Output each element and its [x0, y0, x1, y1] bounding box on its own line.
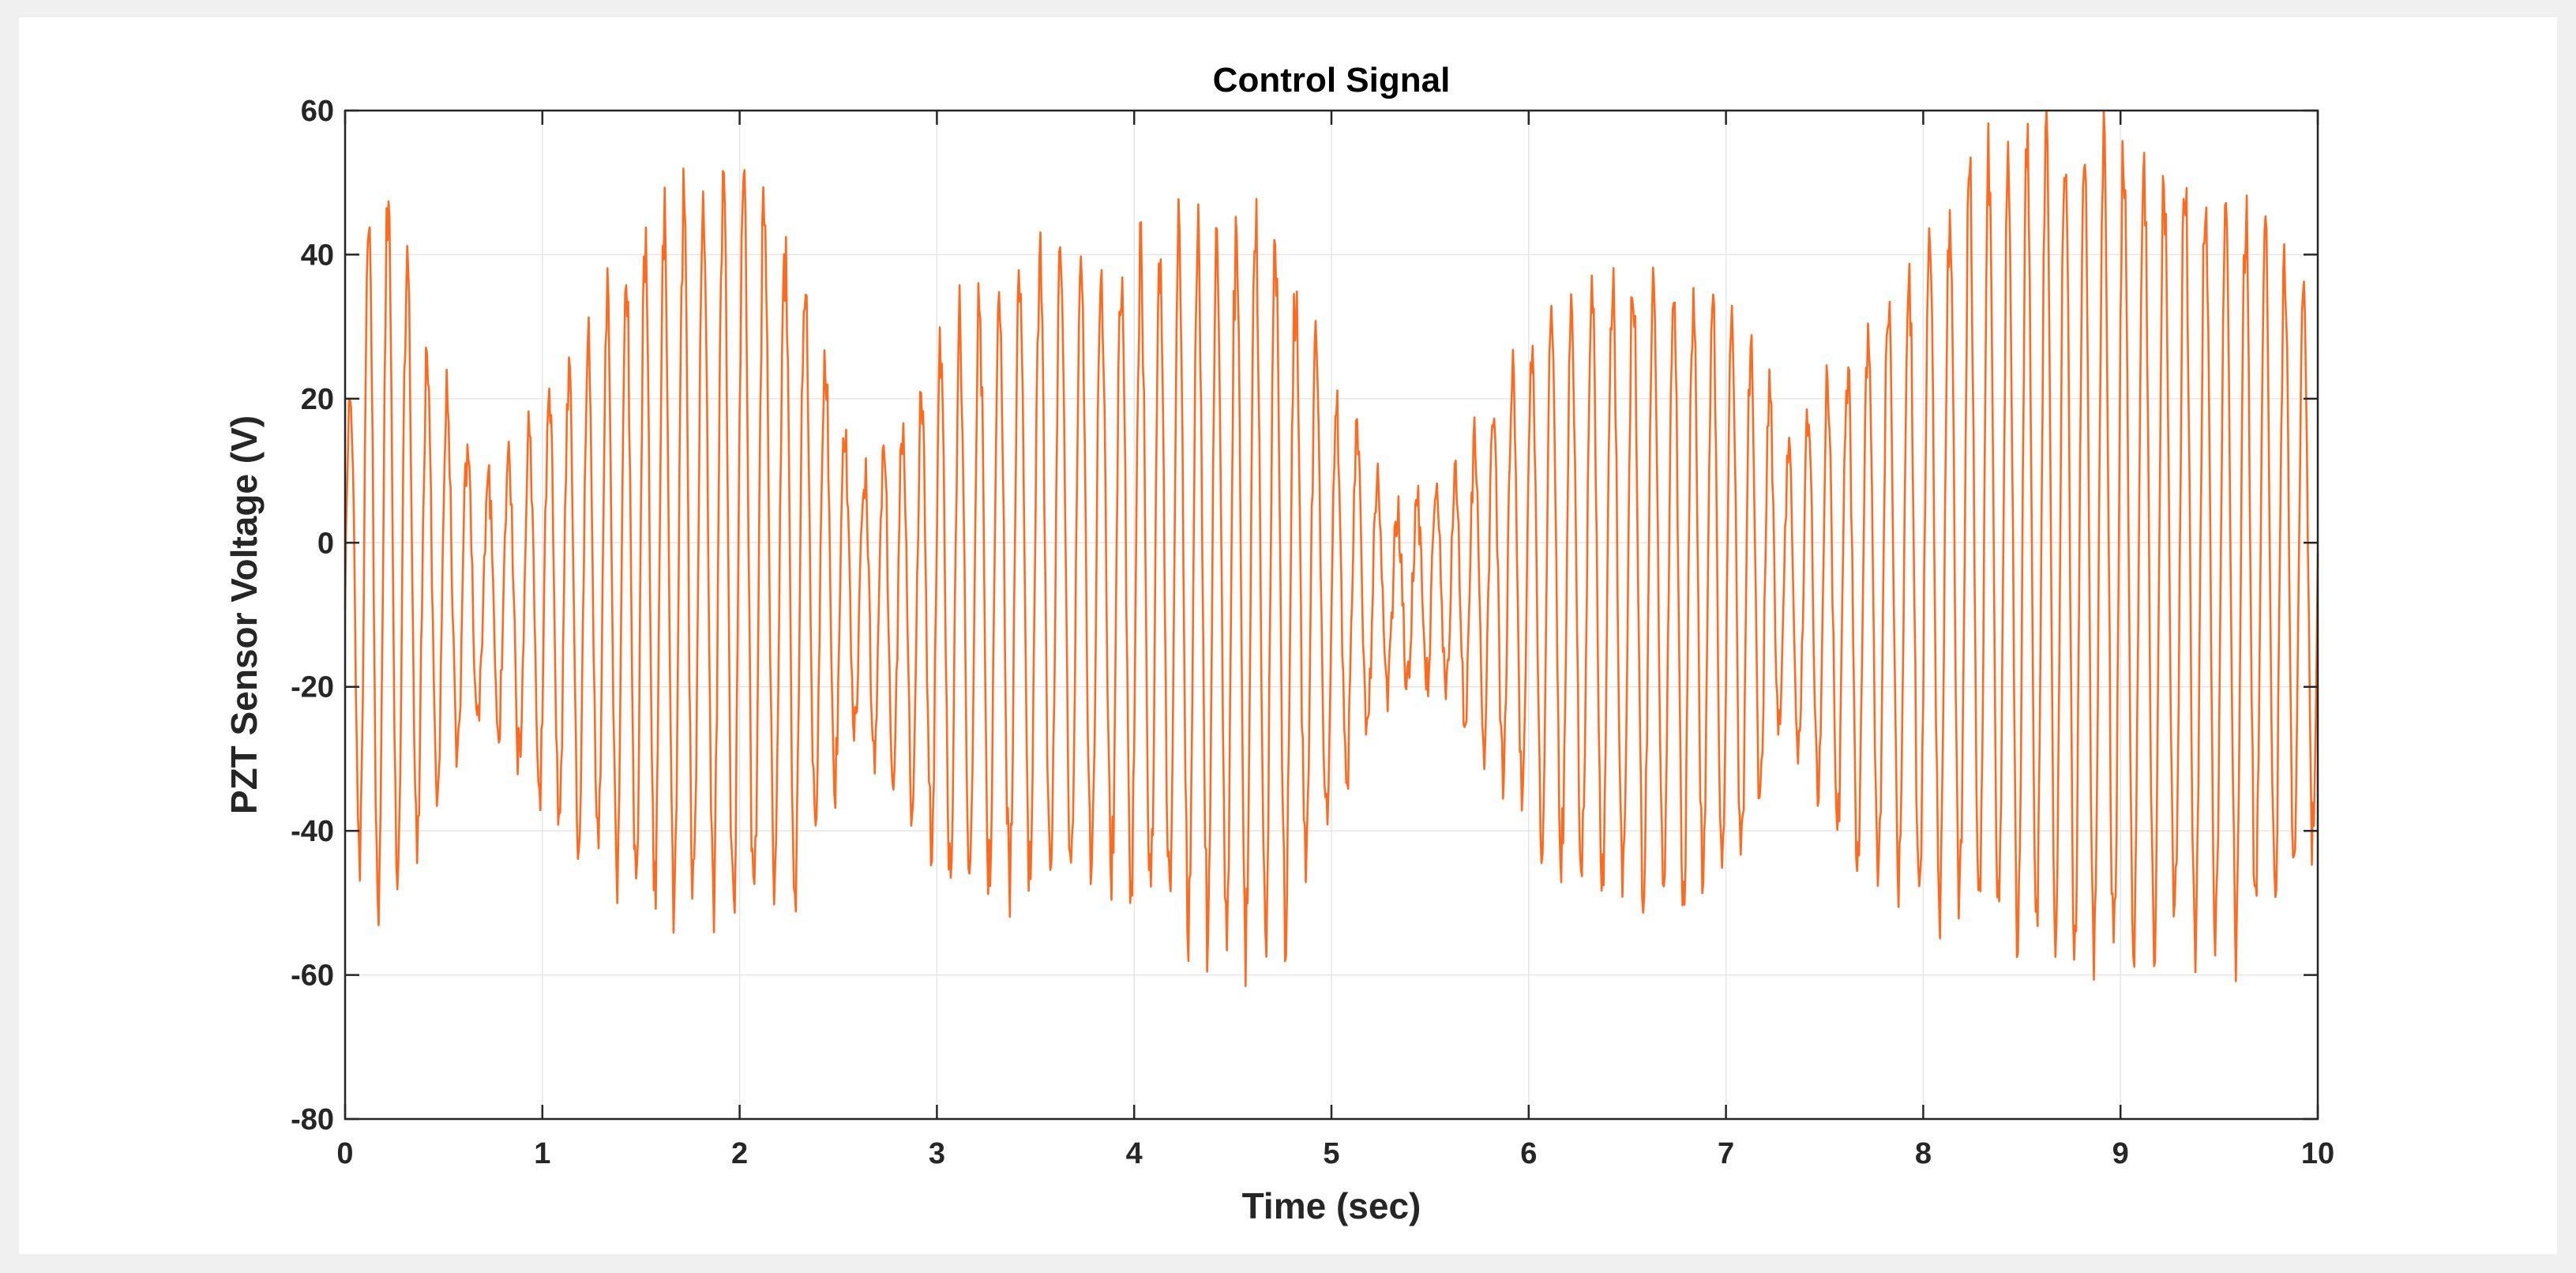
x-tick-label: 8	[1915, 1137, 1932, 1170]
series-layer	[344, 109, 2319, 987]
x-tick-label: 4	[1126, 1137, 1143, 1170]
x-axis-title: Time (sec)	[1242, 1185, 1421, 1226]
y-axis-tick-labels: -80 -60 -40 -20 0 20 40 60	[291, 95, 334, 1136]
y-axis-title: PZT Sensor Voltage (V)	[223, 415, 265, 814]
y-tick-label: -80	[291, 1103, 334, 1136]
y-tick-label: 20	[301, 383, 334, 416]
axis-ticks	[344, 109, 2319, 1121]
y-tick-label: -40	[291, 815, 334, 848]
x-axis-tick-labels: 0 1 2 3 4 5 6 7 8 9 10	[336, 1137, 2334, 1170]
series-line-control-signal	[344, 109, 2319, 987]
y-tick-label: -20	[291, 671, 334, 704]
y-tick-label: 40	[301, 238, 334, 272]
x-tick-label: 9	[2112, 1137, 2129, 1170]
y-tick-label: 60	[301, 95, 334, 128]
x-tick-label: 7	[1718, 1137, 1734, 1170]
x-tick-label: 1	[534, 1137, 550, 1170]
y-tick-label: -60	[291, 959, 334, 993]
x-tick-label: 2	[731, 1137, 748, 1170]
y-tick-label: 0	[317, 527, 334, 560]
x-tick-label: 0	[336, 1137, 353, 1170]
x-tick-label: 3	[929, 1137, 945, 1170]
x-tick-label: 5	[1323, 1137, 1339, 1170]
x-tick-label: 10	[2301, 1137, 2334, 1170]
chart-title: Control Signal	[1213, 61, 1451, 100]
x-tick-label: 6	[1520, 1137, 1537, 1170]
